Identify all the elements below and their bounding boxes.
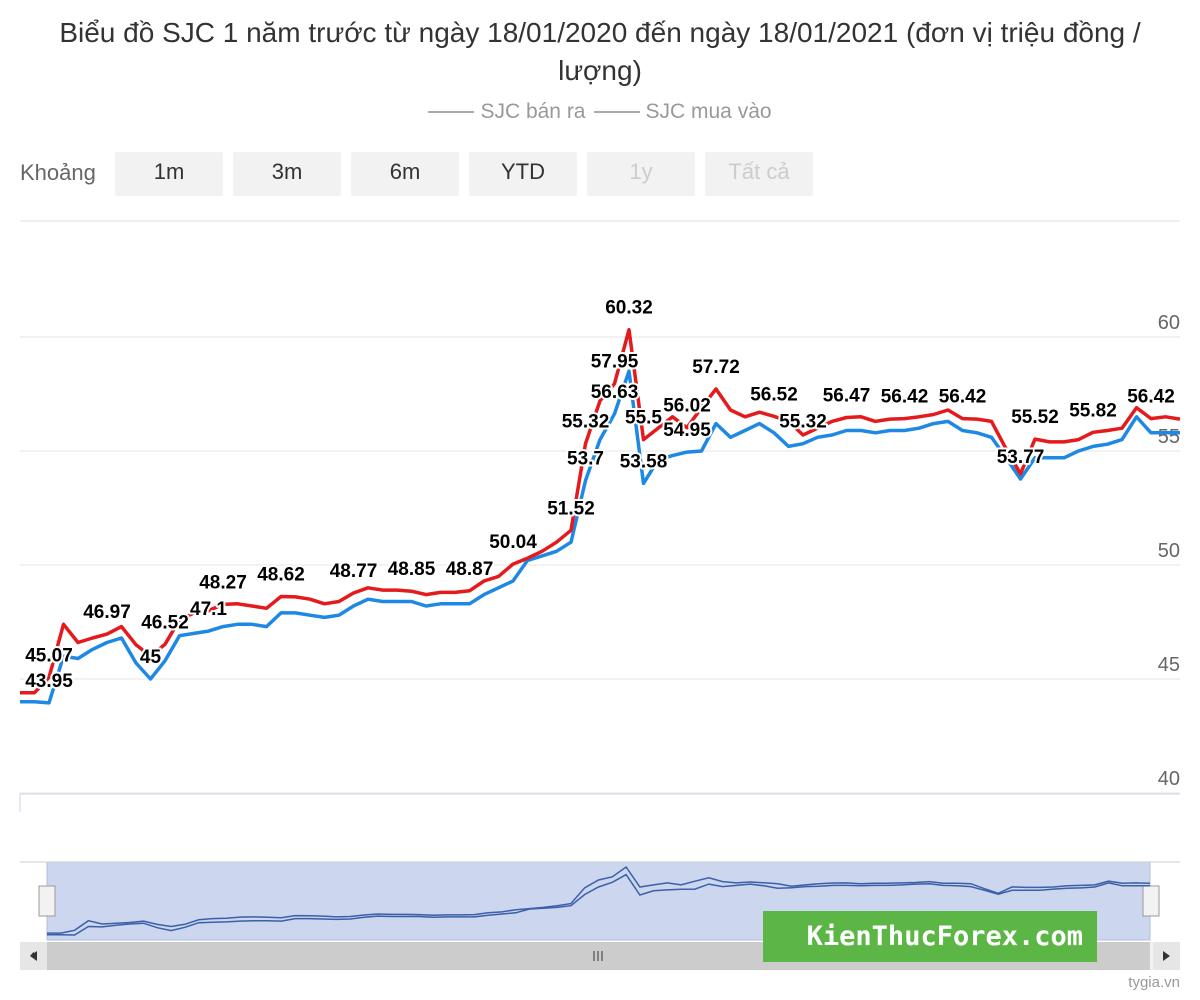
- data-label: 51.52: [547, 498, 595, 519]
- data-label: 57.95: [591, 352, 639, 373]
- range-button[interactable]: YTD: [469, 152, 577, 196]
- watermark: KienThucForex.com: [763, 911, 1097, 962]
- data-label: 56.47: [823, 385, 871, 406]
- data-label: 55.32: [562, 412, 610, 433]
- legend-item[interactable]: SJC bán ra: [428, 100, 586, 124]
- data-label: 56.52: [750, 384, 798, 405]
- y-tick-label: 55: [1158, 426, 1180, 448]
- legend-symbol: [428, 111, 475, 114]
- data-label: 55.82: [1069, 400, 1117, 421]
- series-line: [20, 369, 1180, 705]
- data-label: 60.32: [605, 298, 653, 319]
- y-tick-label: 50: [1158, 540, 1180, 562]
- legend-label: SJC bán ra: [480, 100, 586, 123]
- navigator-handle[interactable]: [1142, 885, 1160, 917]
- legend-symbol: [593, 111, 640, 114]
- navigator-handle[interactable]: [38, 885, 56, 917]
- range-button: 1y: [587, 152, 695, 196]
- data-label: 53.7: [567, 449, 604, 470]
- data-label: 46.52: [141, 612, 189, 633]
- data-label: 56.42: [881, 387, 929, 408]
- data-label: 56.63: [591, 382, 639, 403]
- credits: tygia.vn: [1128, 974, 1180, 991]
- y-tick-label: 60: [1158, 312, 1180, 334]
- data-label: 57.72: [692, 357, 740, 378]
- y-tick-label: 40: [1158, 768, 1180, 790]
- arrow-left: [30, 951, 37, 961]
- data-label: 53.58: [620, 451, 668, 472]
- data-label: 50.04: [489, 532, 537, 553]
- navigator-line: [47, 873, 1150, 936]
- scrollbar-grip: [593, 951, 603, 961]
- data-label: 56.42: [939, 387, 987, 408]
- legend-item[interactable]: SJC mua vào: [593, 100, 772, 124]
- range-button[interactable]: 1m: [115, 152, 223, 196]
- chart-title: Biểu đồ SJC 1 năm trước từ ngày 18/01/20…: [59, 17, 1141, 86]
- range-button[interactable]: 6m: [351, 152, 459, 196]
- data-label: 48.77: [330, 561, 378, 582]
- data-label: 45.07: [25, 645, 73, 666]
- data-label: 47.1: [190, 599, 227, 620]
- navigator-line: [47, 865, 1151, 934]
- data-label: 55.32: [779, 412, 827, 433]
- data-label: 48.87: [446, 559, 494, 580]
- data-label: 48.27: [199, 572, 247, 593]
- data-label: 46.97: [83, 602, 131, 623]
- data-label: 55.5: [625, 408, 662, 429]
- arrow-right: [1163, 951, 1170, 961]
- series-line: [20, 327, 1181, 695]
- range-button: Tất cả: [705, 152, 813, 196]
- data-label: 43.95: [25, 671, 73, 692]
- range-button[interactable]: 3m: [233, 152, 341, 196]
- grid: [20, 336, 1180, 794]
- data-label: 56.42: [1127, 387, 1175, 408]
- data-label: 48.85: [388, 559, 436, 580]
- range-label: Khoảng: [20, 160, 96, 185]
- data-label: 45: [140, 647, 162, 668]
- legend-label: SJC mua vào: [645, 100, 772, 123]
- data-label: 54.95: [663, 420, 711, 441]
- data-label: 56.02: [663, 396, 711, 417]
- data-label: 53.77: [997, 447, 1045, 468]
- data-label: 55.52: [1011, 407, 1059, 428]
- y-tick-label: 45: [1158, 654, 1180, 676]
- legend: SJC bán ra SJC mua vào: [0, 100, 1200, 124]
- data-label: 48.62: [257, 564, 305, 585]
